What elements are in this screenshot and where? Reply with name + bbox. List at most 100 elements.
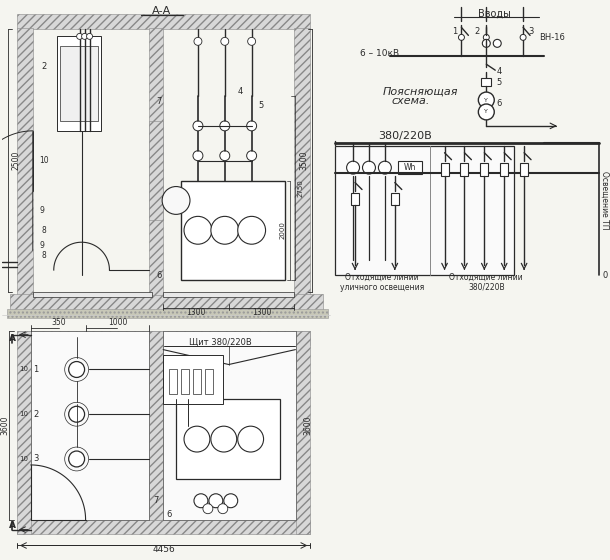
Bar	[149, 121, 163, 220]
Bar	[149, 29, 163, 295]
Bar	[7, 309, 328, 318]
Text: 2: 2	[33, 410, 38, 419]
Bar	[296, 331, 310, 534]
Circle shape	[246, 151, 257, 161]
Text: 3500: 3500	[300, 151, 308, 170]
Bar	[31, 331, 149, 520]
Text: 4: 4	[497, 67, 502, 76]
Text: 6 – 10кВ: 6 – 10кВ	[360, 49, 399, 58]
Text: 380/220В: 380/220В	[378, 131, 432, 141]
Circle shape	[346, 161, 359, 174]
Bar	[391, 194, 399, 206]
Circle shape	[193, 121, 203, 131]
Bar	[149, 331, 163, 520]
Bar	[181, 370, 189, 394]
Text: 10: 10	[39, 156, 49, 165]
Circle shape	[211, 216, 239, 244]
Circle shape	[378, 161, 392, 174]
Bar	[440, 162, 448, 176]
Text: 7: 7	[154, 496, 159, 505]
Circle shape	[220, 151, 230, 161]
Text: Y: Y	[484, 109, 488, 114]
Bar	[17, 13, 310, 30]
Text: 1: 1	[33, 365, 38, 374]
Bar	[398, 161, 422, 174]
Text: 1000: 1000	[108, 318, 127, 327]
Circle shape	[184, 426, 210, 452]
Text: 2: 2	[41, 62, 46, 71]
Text: 4456: 4456	[152, 545, 176, 554]
Circle shape	[194, 38, 202, 45]
Bar	[205, 370, 213, 394]
Text: Y: Y	[484, 97, 488, 102]
Bar	[295, 29, 310, 295]
Text: 2500: 2500	[12, 151, 21, 170]
Text: 6: 6	[497, 100, 502, 109]
Bar	[351, 194, 359, 206]
Text: 1: 1	[452, 27, 457, 36]
Bar	[17, 520, 310, 534]
Circle shape	[69, 407, 85, 422]
Text: 10: 10	[20, 366, 29, 372]
Text: 1300: 1300	[186, 309, 206, 318]
Text: 6: 6	[157, 270, 162, 279]
Circle shape	[184, 216, 212, 244]
Bar	[481, 78, 491, 86]
Circle shape	[194, 494, 208, 508]
Bar	[480, 162, 488, 176]
Text: 9: 9	[40, 206, 45, 215]
Circle shape	[248, 38, 256, 45]
Text: 3: 3	[528, 27, 534, 36]
Circle shape	[82, 34, 88, 39]
Text: Wh: Wh	[404, 163, 416, 172]
Text: 3: 3	[33, 455, 38, 464]
Text: Отходящие линии
380/220В: Отходящие линии 380/220В	[450, 272, 523, 292]
Text: 7: 7	[157, 96, 162, 105]
Text: 2000: 2000	[279, 221, 285, 239]
Circle shape	[362, 161, 375, 174]
Text: 6: 6	[167, 510, 172, 519]
Circle shape	[224, 494, 238, 508]
Bar	[33, 292, 152, 297]
Bar	[193, 370, 201, 394]
Circle shape	[209, 494, 223, 508]
Text: 4: 4	[238, 87, 243, 96]
Bar	[17, 331, 310, 344]
Bar	[60, 46, 98, 121]
Text: ВН-16: ВН-16	[539, 33, 565, 42]
Bar	[461, 162, 468, 176]
Circle shape	[77, 34, 82, 39]
Bar	[176, 399, 281, 479]
Circle shape	[220, 121, 230, 131]
Text: 1300: 1300	[252, 309, 271, 318]
Text: 2750: 2750	[297, 180, 303, 197]
Bar	[520, 162, 528, 176]
Text: 8: 8	[41, 226, 46, 235]
Text: 350: 350	[51, 318, 66, 327]
Text: схема.: схема.	[392, 96, 430, 106]
Bar	[500, 162, 508, 176]
Text: 9: 9	[40, 241, 45, 250]
Text: А: А	[9, 521, 15, 530]
Text: Поясняющая: Поясняющая	[383, 86, 458, 96]
Circle shape	[238, 216, 265, 244]
Text: 10: 10	[20, 411, 29, 417]
Bar	[181, 180, 285, 280]
Bar	[163, 292, 295, 297]
Text: 0: 0	[603, 270, 608, 279]
Circle shape	[478, 92, 494, 108]
Circle shape	[203, 504, 213, 514]
Circle shape	[69, 451, 85, 467]
Circle shape	[478, 104, 494, 120]
Bar	[335, 146, 514, 275]
Text: 2: 2	[475, 27, 480, 36]
Bar	[17, 331, 31, 534]
Text: 5: 5	[258, 101, 263, 110]
Circle shape	[69, 362, 85, 377]
Circle shape	[483, 34, 489, 40]
Text: Щит 380/220В: Щит 380/220В	[190, 337, 252, 346]
Circle shape	[221, 38, 229, 45]
Text: А-А: А-А	[151, 6, 171, 16]
Text: 10: 10	[20, 456, 29, 462]
Bar	[163, 354, 223, 404]
